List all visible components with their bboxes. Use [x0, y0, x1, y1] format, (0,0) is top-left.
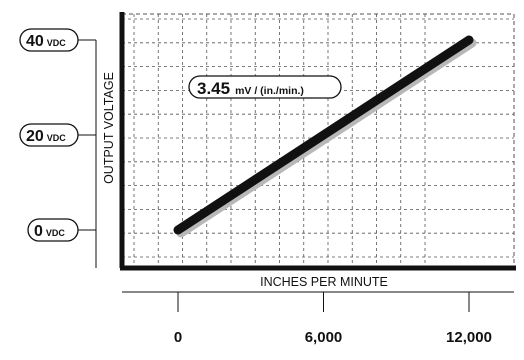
y-tick-number: 40 — [26, 33, 44, 50]
annotation-box — [188, 75, 342, 99]
x-axis-label: INCHES PER MINUTE — [260, 275, 388, 289]
slope-annotation: 3.45 mV / (in./min.) — [188, 75, 342, 99]
x-tick-label: 6,000 — [305, 329, 343, 346]
series-line — [173, 35, 474, 235]
x-tick-label: 0 — [174, 329, 182, 346]
y-tick-unit: VDC — [47, 133, 67, 143]
grid — [122, 14, 514, 268]
y-tick-unit: VDC — [46, 228, 66, 238]
y-tick-unit: VDC — [47, 38, 67, 48]
y-tick-label: 20 VDC — [26, 128, 66, 145]
y-tick-label: 0 VDC — [34, 223, 65, 240]
series-layer — [173, 35, 477, 238]
x-tick-label: 12,000 — [446, 329, 492, 346]
y-tick-label: 40 VDC — [26, 33, 66, 50]
y-axis-label: OUTPUT VOLTAGE — [102, 72, 116, 184]
annotation-value: 3.45 — [197, 79, 230, 98]
y-tick-number: 20 — [26, 128, 44, 145]
annotation-unit: mV / (in./min.) — [235, 85, 304, 97]
y-tick-number: 0 — [34, 223, 43, 240]
x-tick-labels: 0 6,000 12,000 — [174, 292, 492, 346]
